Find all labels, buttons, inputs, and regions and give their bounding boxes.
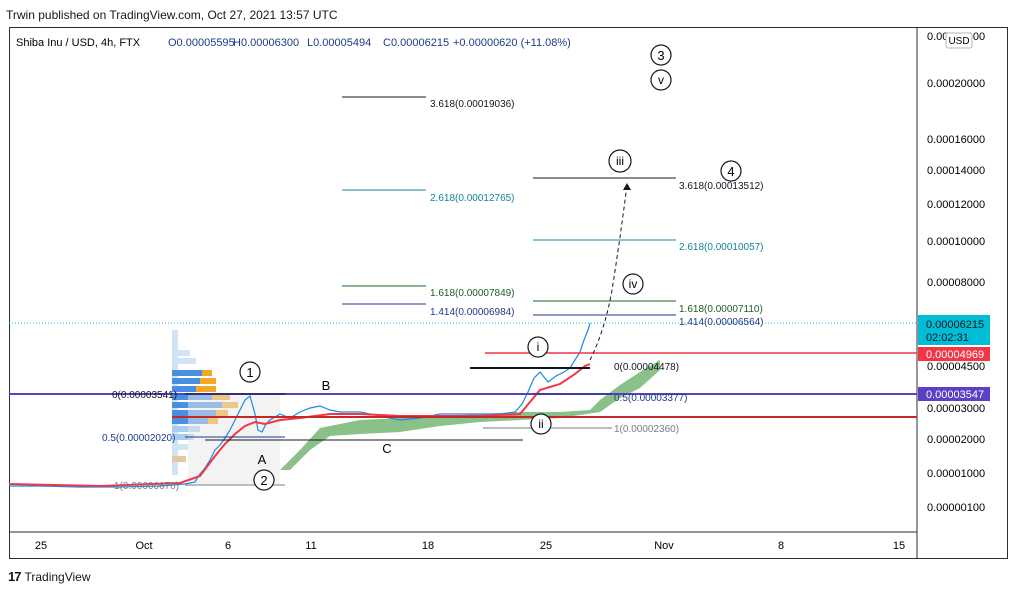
footer-brand[interactable]: 17 TradingView	[8, 569, 91, 584]
wave-1-label: 1	[239, 361, 261, 383]
svg-text:4: 4	[727, 164, 734, 179]
legend-symbol: Shiba Inu / USD, 4h, FTX	[16, 37, 141, 49]
legend-change: +0.00000620 (+11.08%)	[453, 37, 571, 49]
wave-v-label: v	[650, 69, 672, 91]
price-tick: 0.00014000	[927, 165, 985, 177]
svg-text:1: 1	[246, 365, 253, 380]
fib-left-1414-label: 1.414(0.00006984)	[430, 307, 515, 318]
fib-right-2618-label: 2.618(0.00010057)	[679, 242, 764, 253]
wave-c-label: C	[382, 441, 391, 456]
wave-2-label: 2	[253, 469, 275, 491]
price-tick: 0.00002000	[927, 434, 985, 446]
fib-left-3618-label: 3.618(0.00019036)	[430, 99, 515, 110]
fib-left-2618-label: 2.618(0.00012765)	[430, 193, 515, 204]
bar-countdown: 02:02:31	[926, 332, 969, 344]
legend-high: H0.00006300	[233, 37, 299, 49]
price-series	[9, 322, 591, 488]
fib-right-3618-label: 3.618(0.00013512)	[679, 181, 764, 192]
projection-path	[589, 184, 628, 361]
baseline-red	[8, 363, 591, 488]
svg-text:0.00003547: 0.00003547	[926, 389, 984, 401]
svg-text:iv: iv	[629, 277, 638, 291]
price-tick: 0.00010000	[927, 236, 985, 248]
svg-text:0.00004969: 0.00004969	[926, 349, 984, 361]
time-tick: 18	[422, 540, 434, 552]
svg-text:v: v	[658, 73, 664, 87]
fib-right-05-label: 0.5(0.00003377)	[614, 393, 687, 404]
svg-text:ii: ii	[538, 417, 543, 431]
wave-ii-label: ii	[530, 413, 552, 435]
tradingview-logo-icon: 17	[8, 569, 22, 584]
wave-4-label: 4	[720, 160, 742, 182]
svg-text:0.00006215: 0.00006215	[926, 319, 984, 331]
footer-brand-text: TradingView	[24, 569, 91, 584]
time-tick: 25	[35, 540, 47, 552]
last-price-tag: 0.00006215 02:02:31	[918, 315, 990, 345]
svg-text:3: 3	[657, 48, 664, 63]
chart-frame[interactable]	[9, 27, 1008, 559]
currency-button[interactable]: USD	[945, 32, 973, 49]
fib-left-1-label: 1(0.00000670)	[114, 481, 179, 492]
price-tick: 0.00000100	[927, 502, 985, 514]
fib-left-0-label: 0(0.00003541)	[112, 390, 177, 401]
volume-profile	[172, 330, 280, 484]
time-tick: Oct	[135, 540, 152, 552]
time-tick: Nov	[654, 540, 674, 552]
price-tick: 0.00004500	[927, 361, 985, 373]
svg-text:i: i	[537, 340, 540, 354]
fib-right-1618-label: 1.618(0.00007110)	[679, 304, 763, 315]
fib-right-1-label: 1(0.00002360)	[614, 424, 679, 435]
wave-iv-label: iv	[622, 273, 644, 295]
time-tick: 11	[305, 540, 316, 552]
fib-right-1414-label: 1.414(0.00006564)	[679, 317, 764, 328]
red-level-tag: 0.00004969	[918, 347, 990, 361]
wave-3-label: 3	[650, 44, 672, 66]
wave-b-label: B	[322, 378, 331, 393]
svg-text:iii: iii	[616, 154, 624, 168]
price-tick: 0.00016000	[927, 134, 985, 146]
svg-text:2: 2	[260, 473, 267, 488]
price-axis[interactable]: 0.00024000 0.00020000 0.00016000 0.00014…	[927, 31, 985, 514]
price-tick: 0.00020000	[927, 78, 985, 90]
publish-header: Trwin published on TradingView.com, Oct …	[6, 8, 338, 22]
legend-open: O0.00005595	[168, 37, 235, 49]
time-tick: 6	[225, 540, 231, 552]
price-tick: 0.00003000	[927, 403, 985, 415]
legend-close: C0.00006215	[383, 37, 449, 49]
wave-iii-label: iii	[608, 149, 632, 173]
fib-left-1618-label: 1.618(0.00007849)	[430, 288, 515, 299]
fib-right-0-label: 0(0.00004478)	[614, 362, 679, 373]
price-tick: 0.00012000	[927, 199, 985, 211]
currency-button-label: USD	[948, 36, 969, 47]
legend-low: L0.00005494	[307, 37, 371, 49]
projection-arrowhead	[623, 183, 631, 190]
time-axis[interactable]: 25 Oct 6 11 18 25 Nov 8 15	[35, 540, 905, 552]
wave-i-label: i	[527, 336, 549, 358]
time-tick: 15	[893, 540, 905, 552]
wave-a-label: A	[258, 452, 267, 467]
price-tick: 0.00008000	[927, 277, 985, 289]
time-tick: 25	[540, 540, 552, 552]
fib-left-05-label: 0.5(0.00002020)	[102, 433, 175, 444]
time-tick: 8	[778, 540, 784, 552]
price-tick: 0.00001000	[927, 468, 985, 480]
purple-level-tag: 0.00003547	[918, 387, 990, 401]
